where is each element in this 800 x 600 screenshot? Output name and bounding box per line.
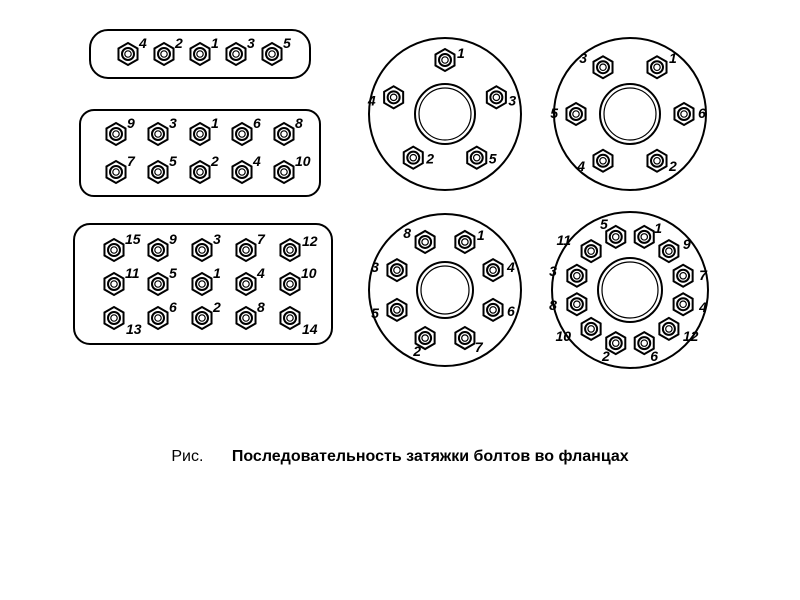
svg-text:10: 10 — [295, 153, 311, 169]
svg-text:10: 10 — [556, 328, 572, 344]
svg-text:15: 15 — [125, 231, 141, 247]
flange-5: 1 5 3 2 4 — [367, 38, 521, 190]
svg-text:6: 6 — [650, 348, 658, 364]
svg-text:9: 9 — [683, 236, 691, 252]
svg-text:8: 8 — [257, 299, 265, 315]
svg-text:2: 2 — [210, 153, 219, 169]
svg-text:2: 2 — [412, 343, 421, 359]
svg-text:5: 5 — [371, 305, 379, 321]
svg-text:14: 14 — [302, 321, 318, 337]
svg-text:11: 11 — [125, 265, 140, 281]
diagram-svg: 4213593168752410159371211514101362814153… — [0, 0, 800, 430]
svg-text:3: 3 — [579, 50, 587, 66]
svg-text:10: 10 — [301, 265, 317, 281]
svg-text:6: 6 — [507, 303, 515, 319]
svg-text:6: 6 — [169, 299, 177, 315]
svg-text:12: 12 — [683, 328, 699, 344]
svg-text:4: 4 — [506, 259, 515, 275]
figure-page: { "caption": { "lead": "Рис.", "title": … — [0, 0, 800, 600]
svg-text:7: 7 — [127, 153, 136, 169]
svg-text:1: 1 — [654, 220, 662, 236]
svg-text:8: 8 — [295, 115, 303, 131]
svg-text:5: 5 — [600, 216, 608, 232]
rect-5: 4 2 1 3 5 — [90, 30, 310, 78]
svg-text:9: 9 — [127, 115, 135, 131]
caption-title: Последовательность затяжки болтов во фла… — [232, 448, 629, 465]
figure-caption: Рис. Последовательность затяжки болтов в… — [0, 448, 800, 466]
svg-text:9: 9 — [169, 231, 177, 247]
svg-text:6: 6 — [698, 105, 706, 121]
svg-text:3: 3 — [508, 92, 516, 108]
svg-text:13: 13 — [126, 321, 142, 337]
svg-text:5: 5 — [283, 35, 291, 51]
svg-text:3: 3 — [169, 115, 177, 131]
svg-text:7: 7 — [257, 231, 266, 247]
svg-text:8: 8 — [403, 225, 411, 241]
svg-text:1: 1 — [477, 227, 485, 243]
caption-lead: Рис. — [171, 448, 203, 465]
svg-text:5: 5 — [489, 151, 497, 167]
svg-text:3: 3 — [213, 231, 221, 247]
svg-text:1: 1 — [669, 50, 677, 66]
svg-text:4: 4 — [252, 153, 261, 169]
svg-text:4: 4 — [256, 265, 265, 281]
svg-text:2: 2 — [668, 158, 677, 174]
svg-text:3: 3 — [247, 35, 255, 51]
svg-text:2: 2 — [212, 299, 221, 315]
svg-text:5: 5 — [169, 153, 177, 169]
svg-text:6: 6 — [253, 115, 261, 131]
svg-text:3: 3 — [549, 263, 557, 279]
rect-15: 159371211514101362814 — [74, 224, 332, 344]
svg-text:1: 1 — [211, 35, 219, 51]
svg-text:5: 5 — [550, 105, 558, 121]
svg-text:3: 3 — [371, 259, 379, 275]
svg-text:2: 2 — [425, 151, 434, 167]
svg-text:2: 2 — [174, 35, 183, 51]
flange-8: 1 4 6 7 2 5 3 8 — [369, 214, 521, 366]
svg-text:1: 1 — [457, 45, 465, 61]
svg-text:4: 4 — [138, 35, 147, 51]
svg-text:11: 11 — [557, 232, 572, 248]
svg-text:4: 4 — [698, 299, 707, 315]
rect-10: 9 3 1 6 8 7 5 2 4 10 — [80, 110, 320, 196]
svg-text:12: 12 — [302, 233, 318, 249]
svg-text:2: 2 — [601, 348, 610, 364]
svg-text:7: 7 — [699, 267, 708, 283]
svg-text:1: 1 — [213, 265, 221, 281]
svg-text:8: 8 — [549, 297, 557, 313]
svg-text:4: 4 — [576, 158, 585, 174]
svg-text:7: 7 — [475, 339, 484, 355]
flange-6: 1 6 2 4 5 3 — [550, 38, 706, 190]
svg-text:5: 5 — [169, 265, 177, 281]
svg-text:1: 1 — [211, 115, 219, 131]
svg-text:4: 4 — [367, 92, 376, 108]
flange-12: 1 97 4 12 6 2 10 8 311 5 — [549, 212, 708, 368]
